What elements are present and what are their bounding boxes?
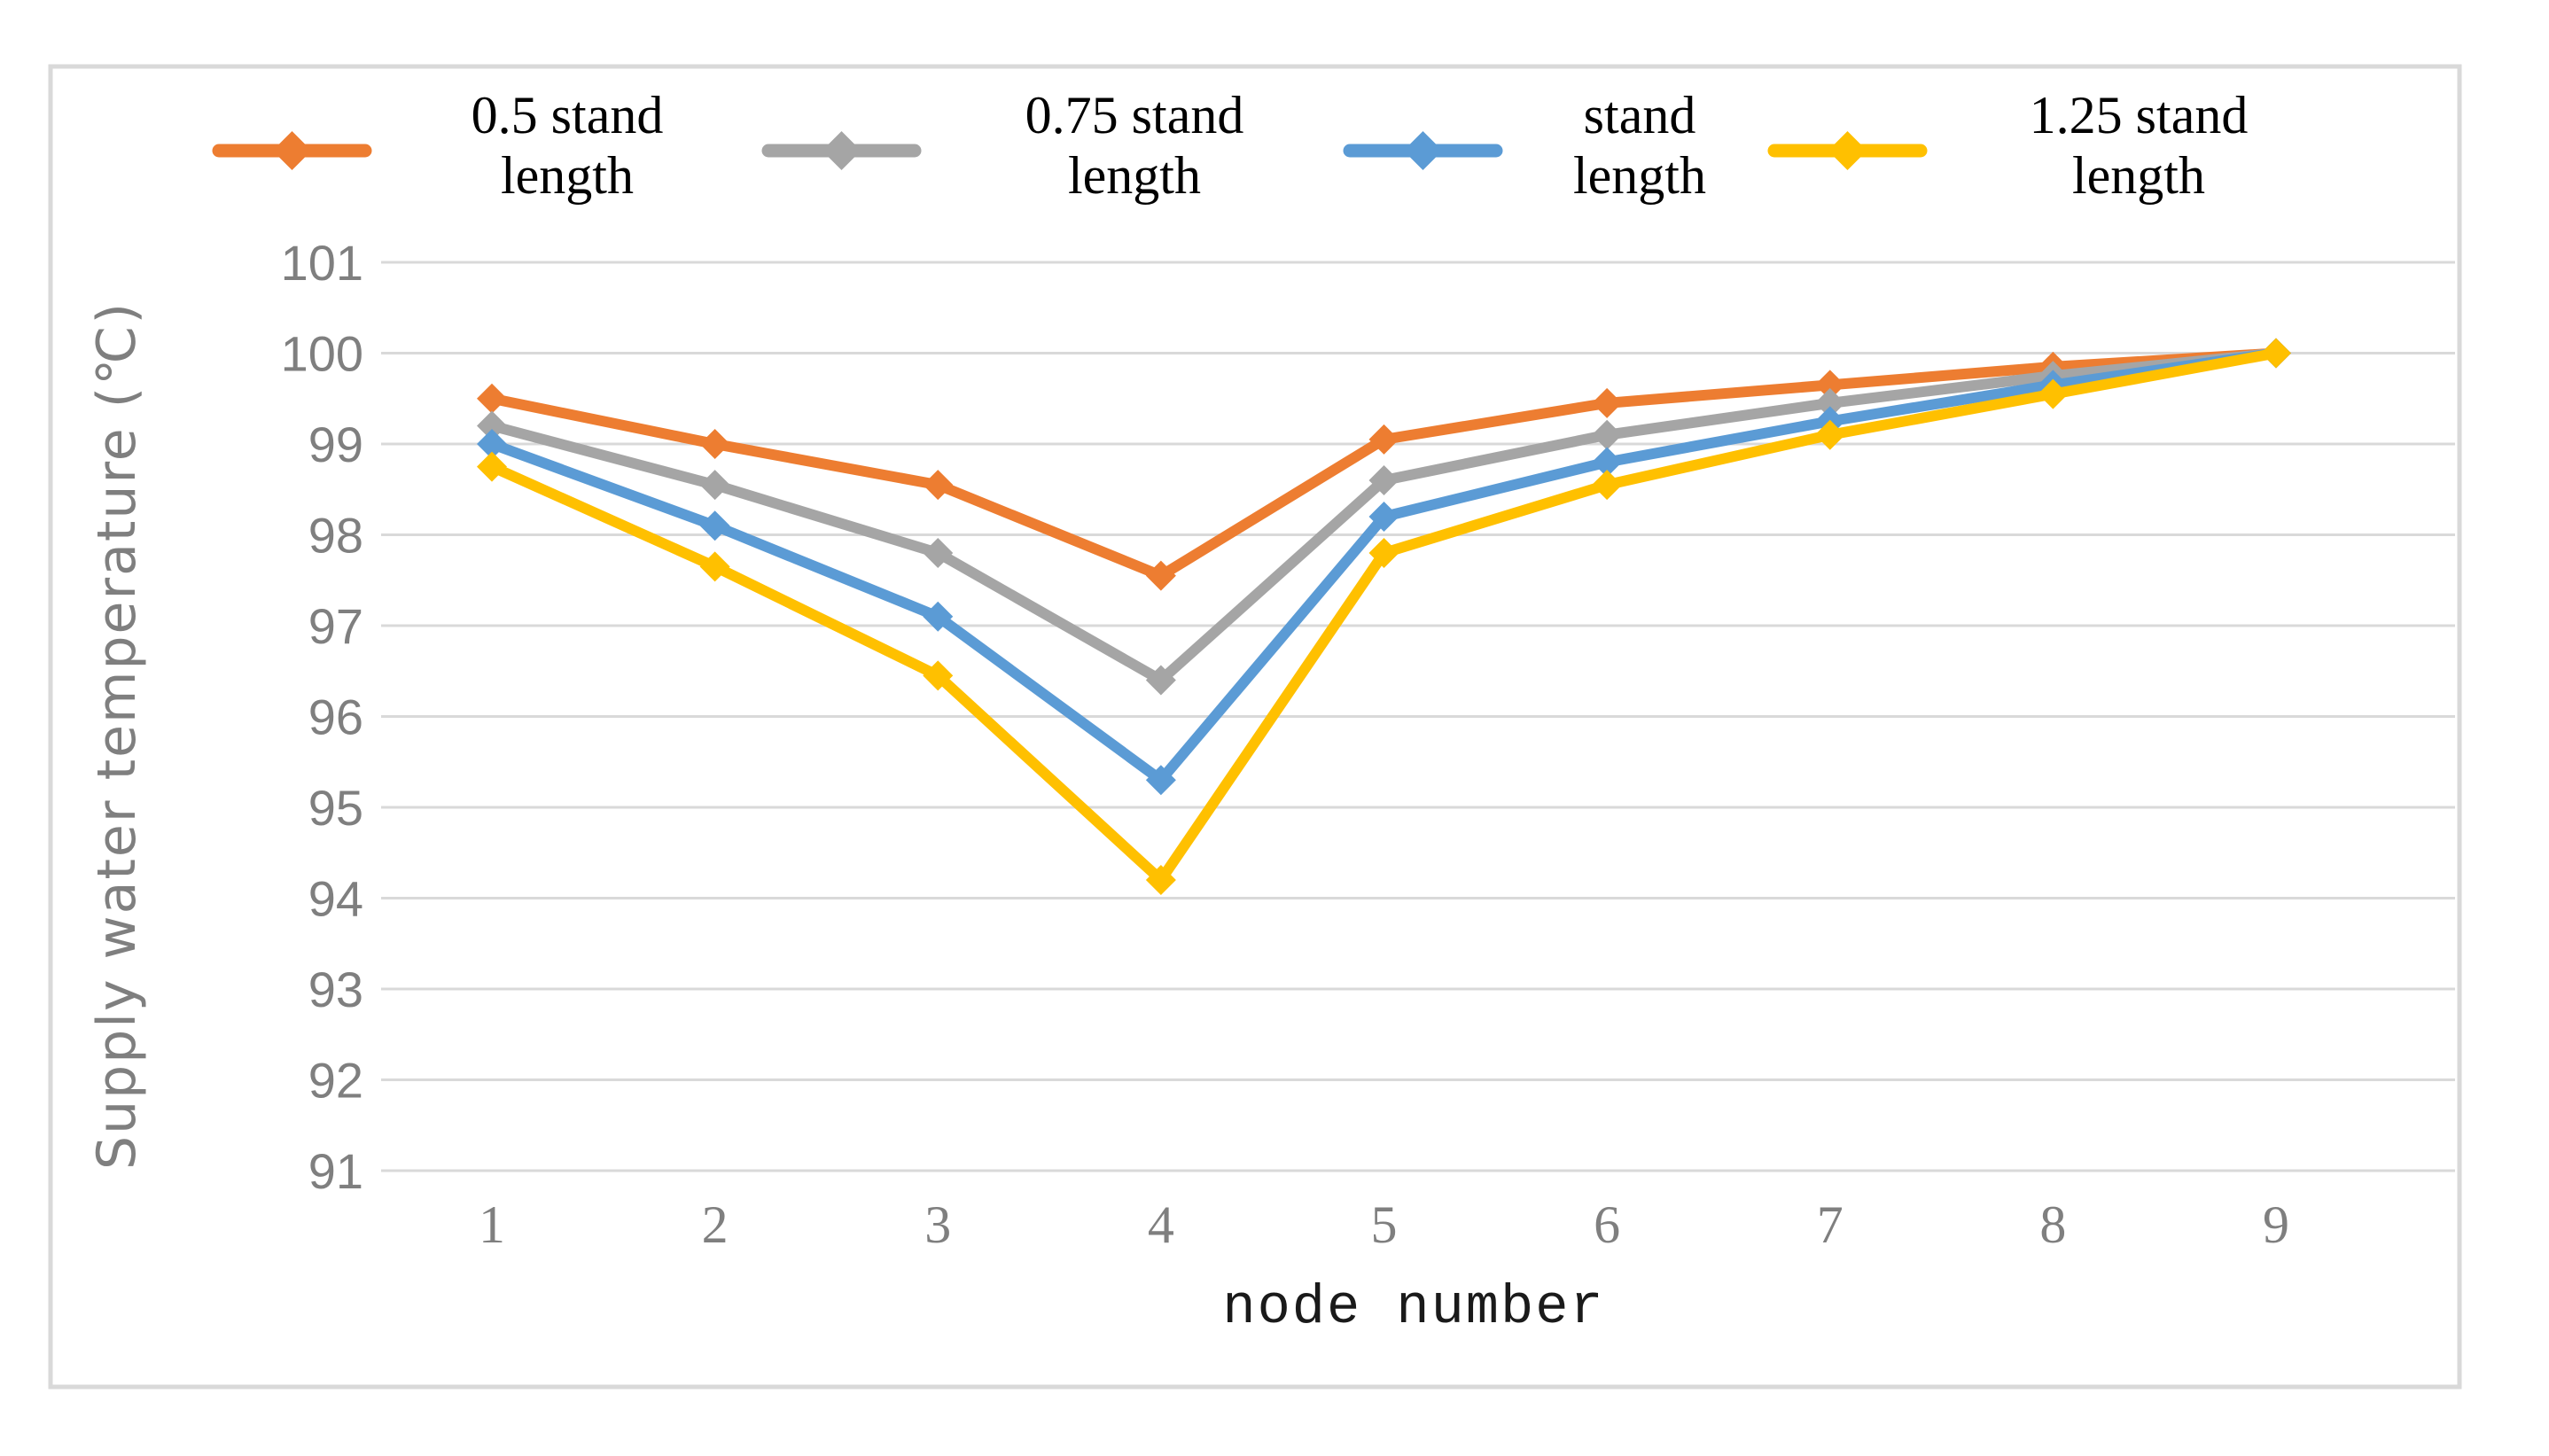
x-axis-tick-labels: 1 2 3 4 5 6 7 8 9 [479, 1195, 2289, 1254]
marker-0-75-stand-length-node-6 [1592, 419, 1623, 450]
figure-border [48, 64, 2462, 1390]
x-tick-label-6: 6 [1594, 1195, 1620, 1254]
y-tick-label-91: 91 [308, 1143, 363, 1199]
x-tick-label-2: 2 [702, 1195, 729, 1254]
y-tick-label-100: 100 [281, 326, 363, 382]
marker-0-5-stand-length-node-2 [699, 429, 730, 459]
legend-label-line2-stand-length: length [1573, 146, 1706, 205]
marker-1-25-stand-length-node-5 [1368, 538, 1399, 568]
marker-1-25-stand-length-node-6 [1592, 470, 1623, 501]
legend-label-line1-1-25-stand-length: 1.25 stand [2030, 86, 2249, 144]
marker-1-25-stand-length-node-8 [2038, 378, 2069, 409]
marker-0-5-stand-length-node-6 [1592, 387, 1623, 418]
x-tick-label-4: 4 [1148, 1195, 1174, 1254]
legend-label-line2-1-25-stand-length: length [2072, 146, 2205, 205]
legend-label-line2-0-75-stand-length: length [1068, 146, 1201, 205]
marker-1-25-stand-length-node-4 [1145, 865, 1176, 895]
marker-0-5-stand-length-node-5 [1368, 424, 1399, 455]
marker-0-75-stand-length-node-4 [1145, 665, 1176, 696]
series-stand-length [477, 338, 2291, 796]
y-tick-label-99: 99 [308, 417, 363, 472]
marker-1-25-stand-length-node-7 [1814, 419, 1845, 450]
y-tick-label-98: 98 [308, 508, 363, 564]
marker-1-25-stand-length-node-1 [477, 451, 507, 482]
y-tick-label-93: 93 [308, 962, 363, 1017]
legend-label-line1-0-5-stand-length: 0.5 stand [472, 86, 664, 144]
marker-0-75-stand-length-node-3 [923, 538, 954, 568]
x-tick-label-9: 9 [2263, 1195, 2289, 1254]
marker-stand-length-node-1 [477, 429, 507, 459]
legend-label-line1-0-75-stand-length: 0.75 stand [1025, 86, 1244, 144]
legend-marker-stand-length [1403, 131, 1443, 170]
marker-0-5-stand-length-node-7 [1814, 370, 1845, 401]
marker-0-75-stand-length-node-7 [1814, 387, 1845, 418]
marker-0-75-stand-length-node-5 [1368, 465, 1399, 495]
marker-0-75-stand-length-node-2 [699, 470, 730, 501]
x-tick-label-7: 7 [1817, 1195, 1844, 1254]
marker-1-25-stand-length-node-9 [2261, 338, 2291, 369]
marker-0-5-stand-length-node-3 [923, 470, 954, 501]
y-axis-tick-labels: 91 92 93 94 95 96 97 98 99 100 101 [281, 235, 363, 1199]
x-axis-title: node number [1222, 1276, 1604, 1339]
marker-stand-length-node-2 [699, 510, 730, 541]
x-tick-label-8: 8 [2039, 1195, 2066, 1254]
marker-1-25-stand-length-node-2 [699, 551, 730, 582]
series-0-5-stand-length [477, 338, 2291, 591]
marker-stand-length-node-6 [1592, 447, 1623, 478]
legend-marker-0-5-stand-length [272, 131, 312, 170]
y-tick-label-92: 92 [308, 1053, 363, 1109]
legend-label-line1-stand-length: stand [1584, 86, 1696, 144]
legend-label-line2-0-5-stand-length: length [501, 146, 634, 205]
marker-0-5-stand-length-node-4 [1145, 560, 1176, 591]
gridlines [381, 261, 2455, 1172]
y-tick-label-101: 101 [281, 235, 363, 291]
y-tick-label-95: 95 [308, 780, 363, 836]
x-tick-label-1: 1 [479, 1195, 505, 1254]
marker-0-75-stand-length-node-1 [477, 410, 507, 441]
x-tick-label-5: 5 [1371, 1195, 1398, 1254]
marker-stand-length-node-3 [923, 601, 954, 632]
series-1-25-stand-length [477, 338, 2291, 895]
y-tick-label-94: 94 [308, 871, 363, 927]
y-tick-label-97: 97 [308, 598, 363, 654]
y-axis-title: Supply water temperature (℃) [86, 301, 148, 1170]
legend-marker-1-25-stand-length [1828, 131, 1867, 170]
legend-marker-0-75-stand-length [822, 131, 861, 170]
y-tick-label-96: 96 [308, 689, 363, 745]
marker-0-5-stand-length-node-1 [477, 383, 507, 414]
series-lines [477, 338, 2291, 895]
marker-1-25-stand-length-node-3 [923, 660, 954, 691]
marker-stand-length-node-4 [1145, 765, 1176, 796]
x-tick-label-3: 3 [924, 1195, 951, 1254]
marker-stand-length-node-5 [1368, 502, 1399, 532]
